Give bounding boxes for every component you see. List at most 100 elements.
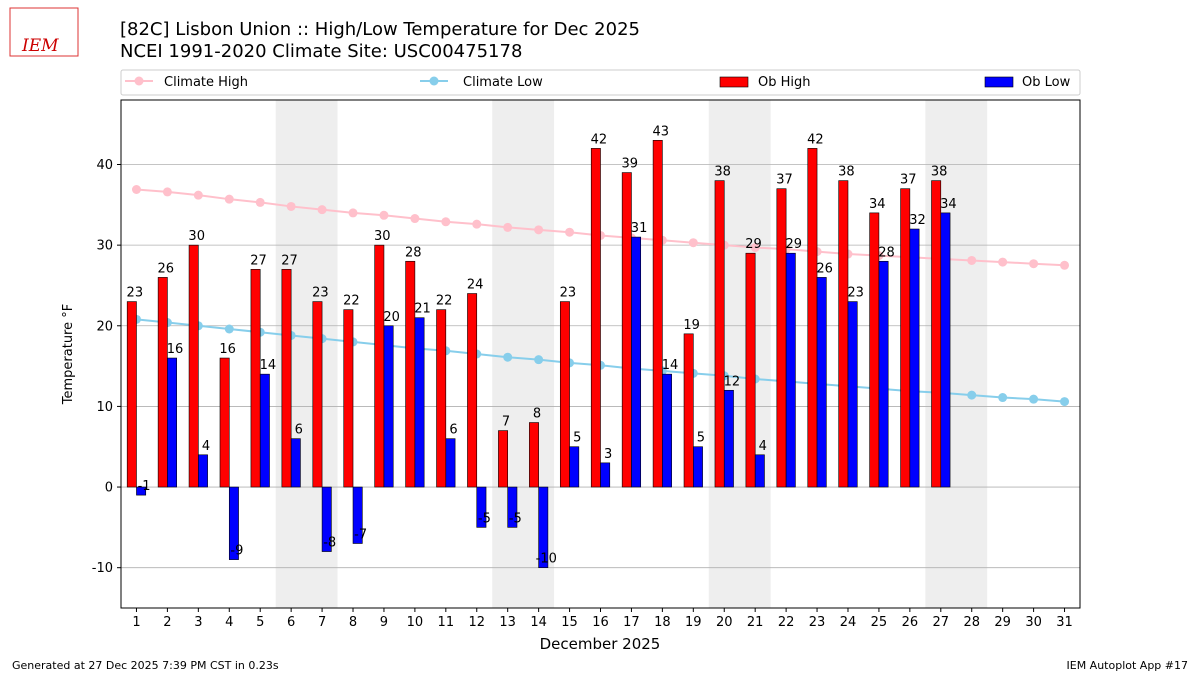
bar bbox=[507, 486, 518, 528]
data-label: 12 bbox=[724, 374, 741, 389]
bar bbox=[745, 252, 756, 488]
data-label: -1 bbox=[138, 479, 151, 494]
data-label: 34 bbox=[869, 197, 886, 212]
x-tick-label: 26 bbox=[902, 615, 919, 630]
x-tick-label: 1 bbox=[132, 615, 140, 630]
line-marker bbox=[750, 243, 760, 253]
bar bbox=[228, 486, 239, 560]
bar bbox=[569, 446, 580, 488]
x-tick-label: 5 bbox=[256, 615, 264, 630]
x-tick-label: 31 bbox=[1056, 615, 1073, 630]
data-label: 31 bbox=[631, 221, 648, 236]
data-label: 6 bbox=[449, 423, 457, 438]
bar bbox=[281, 269, 292, 488]
bar bbox=[683, 333, 694, 488]
y-tick-label: 10 bbox=[96, 400, 113, 415]
y-axis-label: Temperature °F bbox=[61, 304, 76, 405]
data-label: 29 bbox=[745, 237, 762, 252]
line-marker bbox=[441, 217, 451, 227]
x-tick-label: 20 bbox=[716, 615, 733, 630]
data-label: 6 bbox=[295, 423, 303, 438]
legend bbox=[120, 69, 1081, 96]
bar bbox=[714, 180, 725, 488]
x-tick-label: 4 bbox=[225, 615, 233, 630]
data-label: 22 bbox=[343, 294, 360, 309]
bar bbox=[445, 438, 456, 488]
data-label: 34 bbox=[940, 197, 957, 212]
bar bbox=[343, 309, 354, 488]
data-label: 27 bbox=[250, 253, 267, 268]
bar bbox=[909, 228, 920, 488]
bar bbox=[693, 446, 703, 488]
legend-swatch bbox=[719, 76, 749, 88]
data-label: -5 bbox=[509, 511, 522, 526]
x-tick-label: 25 bbox=[871, 615, 888, 630]
line-marker bbox=[534, 355, 544, 365]
line-marker bbox=[131, 185, 141, 195]
bar bbox=[776, 188, 787, 488]
line-marker bbox=[998, 393, 1008, 403]
chart-title: [82C] Lisbon Union :: High/Low Temperatu… bbox=[120, 19, 640, 40]
bar bbox=[198, 454, 208, 488]
bar bbox=[219, 357, 230, 488]
data-label: 42 bbox=[807, 132, 824, 147]
line-marker bbox=[503, 352, 513, 362]
bar bbox=[631, 236, 642, 488]
legend-label: Ob High bbox=[758, 75, 811, 90]
x-tick-label: 19 bbox=[685, 615, 702, 630]
line-marker bbox=[286, 201, 296, 211]
x-tick-label: 14 bbox=[530, 615, 547, 630]
line-marker bbox=[193, 190, 203, 200]
line-marker bbox=[1060, 260, 1070, 270]
line-marker bbox=[1029, 394, 1039, 404]
data-label: 22 bbox=[436, 294, 453, 309]
logo-frame bbox=[9, 7, 79, 57]
x-tick-label: 12 bbox=[468, 615, 485, 630]
data-label: 5 bbox=[697, 431, 705, 446]
bar bbox=[538, 486, 549, 568]
bar bbox=[467, 293, 478, 488]
x-axis-label: December 2025 bbox=[540, 635, 661, 653]
x-tick-label: 30 bbox=[1025, 615, 1042, 630]
data-label: 37 bbox=[900, 173, 917, 188]
line-marker bbox=[503, 222, 513, 232]
data-label: 27 bbox=[281, 253, 298, 268]
x-tick-label: 13 bbox=[499, 615, 516, 630]
line-marker bbox=[410, 214, 420, 224]
data-label: 30 bbox=[374, 229, 391, 244]
bar bbox=[590, 148, 601, 488]
data-label: 5 bbox=[573, 431, 581, 446]
data-label: 29 bbox=[785, 237, 802, 252]
y-tick-label: 20 bbox=[96, 319, 113, 334]
data-label: 30 bbox=[188, 229, 205, 244]
bar bbox=[312, 301, 323, 488]
bar bbox=[374, 244, 385, 488]
bar bbox=[529, 422, 539, 488]
x-tick-label: 18 bbox=[654, 615, 671, 630]
bar bbox=[188, 244, 199, 488]
line-marker bbox=[534, 225, 544, 235]
line-marker bbox=[998, 257, 1008, 267]
bar bbox=[838, 180, 849, 488]
bar bbox=[847, 301, 858, 488]
data-label: 20 bbox=[383, 310, 400, 325]
line-marker bbox=[1029, 259, 1039, 269]
line-marker bbox=[255, 197, 265, 207]
data-label: -8 bbox=[323, 536, 336, 551]
line-marker bbox=[565, 227, 575, 237]
x-tick-label: 28 bbox=[963, 615, 980, 630]
logo: IEM bbox=[21, 36, 59, 56]
line-marker bbox=[317, 205, 327, 215]
data-label: 32 bbox=[909, 213, 926, 228]
data-label: 26 bbox=[157, 261, 174, 276]
legend-label: Climate High bbox=[164, 75, 248, 90]
data-label: 4 bbox=[202, 439, 210, 454]
bar bbox=[559, 301, 570, 488]
data-label: 23 bbox=[560, 286, 577, 301]
data-label: 4 bbox=[759, 439, 767, 454]
x-tick-label: 9 bbox=[380, 615, 388, 630]
bar bbox=[405, 260, 416, 488]
x-tick-label: 29 bbox=[994, 615, 1011, 630]
data-label: 23 bbox=[127, 286, 144, 301]
